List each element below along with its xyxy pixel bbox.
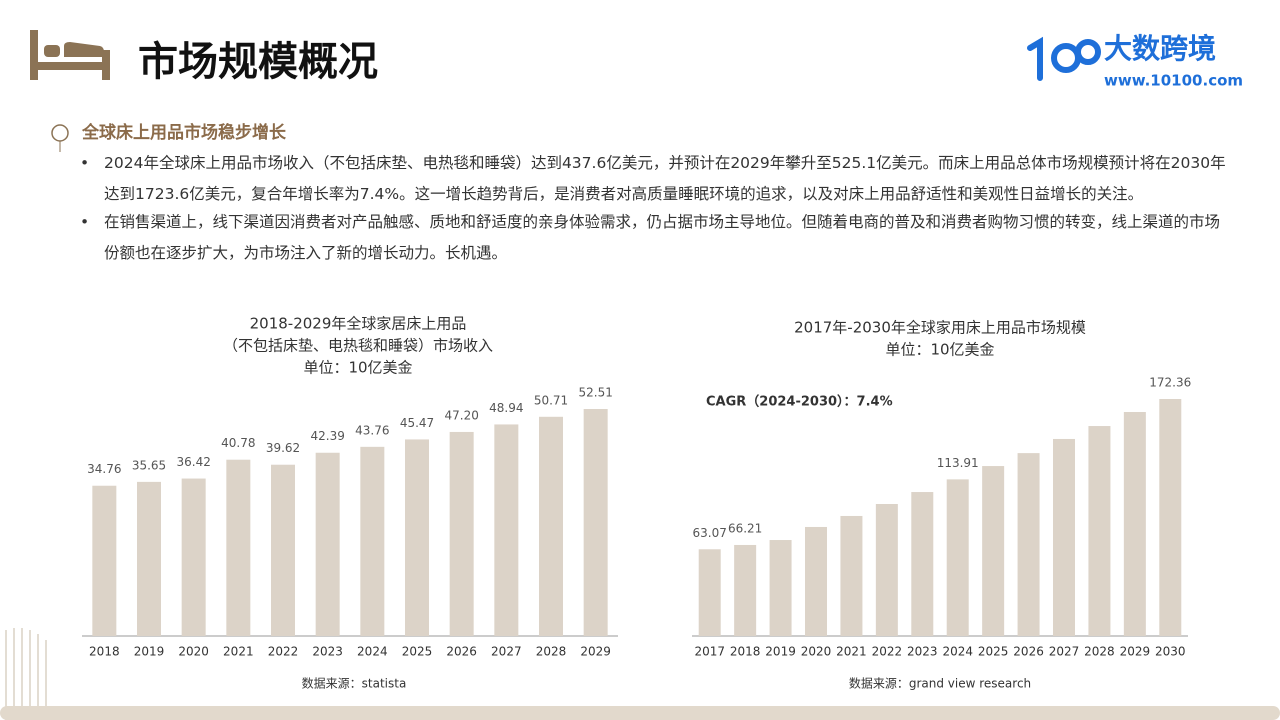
- chart-annotation: CAGR（2024-2030）：7.4%: [706, 394, 893, 410]
- x-tick-label: 2019: [134, 645, 165, 659]
- bullet-list: 2024年全球床上用品市场收入（不包括床垫、电热毯和睡袋）达到437.6亿美元，…: [80, 148, 1230, 266]
- bar: [734, 544, 757, 636]
- logo-icon: [1027, 36, 1101, 81]
- bullet: 在销售渠道上，线下渠道因消费者对产品触感、质地和舒适度的亲身体验需求，仍占据市场…: [80, 207, 1230, 269]
- bar: [840, 515, 863, 636]
- x-tick-label: 2021: [836, 645, 867, 659]
- bar: [494, 424, 519, 636]
- value-label: 63.07: [693, 526, 727, 540]
- decor-lines: [5, 628, 47, 720]
- value-label: 34.76: [87, 462, 121, 476]
- x-tick-label: 2025: [978, 645, 1009, 659]
- x-tick-label: 2023: [907, 645, 938, 659]
- bar: [769, 540, 792, 636]
- value-label: 48.94: [489, 401, 523, 415]
- value-label: 45.47: [400, 416, 434, 430]
- value-label: 42.39: [310, 429, 344, 443]
- section-marker: [51, 124, 69, 142]
- bar: [315, 452, 340, 636]
- bar: [698, 549, 721, 636]
- bar: [1159, 399, 1182, 636]
- bar: [181, 478, 206, 636]
- logo-url: www.10100.com: [1104, 72, 1243, 90]
- value-label: 172.36: [1149, 376, 1191, 390]
- value-label: 66.21: [728, 521, 762, 535]
- value-label: 50.71: [534, 393, 568, 407]
- bar: [583, 409, 608, 636]
- value-label: 43.76: [355, 423, 389, 437]
- bar: [946, 479, 969, 636]
- x-tick-label: 2028: [1084, 645, 1115, 659]
- logo-name: 大数跨境: [1104, 32, 1216, 65]
- bar: [1053, 438, 1075, 636]
- x-tick-label: 2018: [730, 645, 761, 659]
- bar: [449, 431, 474, 636]
- chart-unit: 单位：10亿美金: [885, 341, 994, 359]
- value-label: 113.91: [937, 456, 979, 470]
- x-tick-label: 2027: [1049, 645, 1080, 659]
- x-tick-label: 2017: [694, 645, 725, 659]
- value-label: 47.20: [444, 408, 478, 422]
- x-tick-label: 2029: [1120, 645, 1151, 659]
- bar: [1088, 426, 1111, 636]
- chart-unit: 单位：10亿美金: [303, 359, 412, 377]
- footer-band: [0, 706, 1280, 720]
- bar: [1123, 412, 1146, 636]
- x-tick-label: 2025: [402, 645, 433, 659]
- x-tick-label: 2030: [1155, 645, 1186, 659]
- x-tick-label: 2020: [178, 645, 209, 659]
- chart-source: 数据来源：statista: [302, 676, 407, 691]
- bar: [405, 439, 429, 636]
- bar: [226, 459, 251, 636]
- x-tick-label: 2019: [765, 645, 796, 659]
- value-label: 39.62: [266, 441, 300, 455]
- page-title: 市场规模概况: [138, 39, 378, 85]
- bar: [875, 503, 898, 636]
- value-label: 52.51: [578, 386, 612, 400]
- value-label: 40.78: [221, 436, 255, 450]
- x-tick-label: 2022: [268, 645, 299, 659]
- section-heading: 全球床上用品市场稳步增长: [81, 122, 287, 143]
- x-tick-label: 2027: [491, 645, 522, 659]
- bar: [92, 485, 117, 636]
- x-tick-label: 2023: [312, 645, 343, 659]
- chart-source: 数据来源：grand view research: [849, 676, 1031, 691]
- x-tick-label: 2026: [1013, 645, 1044, 659]
- bar: [271, 464, 295, 636]
- chart-title: 2017年-2030年全球家用床上用品市场规模: [794, 319, 1086, 337]
- x-tick-label: 2020: [801, 645, 832, 659]
- x-tick-label: 2024: [357, 645, 388, 659]
- bar: [137, 481, 161, 636]
- x-tick-label: 2026: [446, 645, 477, 659]
- bar: [539, 416, 563, 636]
- chart-title: 2018-2029年全球家居床上用品: [250, 315, 467, 333]
- bar: [1017, 453, 1040, 636]
- x-tick-label: 2028: [536, 645, 567, 659]
- value-label: 36.42: [176, 455, 210, 469]
- x-tick-label: 2018: [89, 645, 120, 659]
- chart-subtitle: （不包括床垫、电热毯和睡袋）市场收入: [223, 337, 493, 355]
- x-tick-label: 2024: [942, 645, 973, 659]
- bar: [805, 526, 827, 636]
- value-label: 35.65: [132, 458, 166, 472]
- bar: [982, 466, 1005, 636]
- x-tick-label: 2022: [872, 645, 903, 659]
- x-tick-label: 2021: [223, 645, 254, 659]
- bar: [360, 446, 385, 636]
- bar: [911, 492, 934, 636]
- x-tick-label: 2029: [580, 645, 611, 659]
- bed-icon: [30, 30, 110, 80]
- bullet: 2024年全球床上用品市场收入（不包括床垫、电热毯和睡袋）达到437.6亿美元，…: [80, 148, 1230, 210]
